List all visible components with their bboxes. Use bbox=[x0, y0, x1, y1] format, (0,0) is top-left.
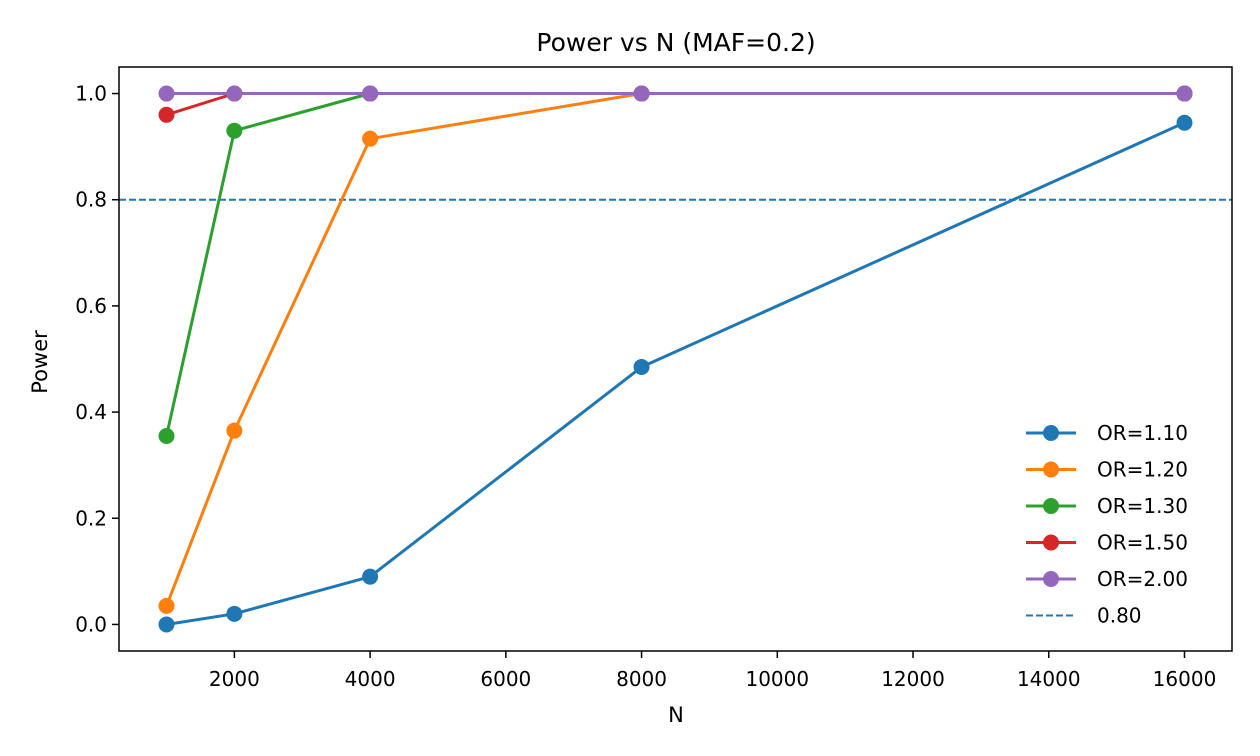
y-axis-label: Power bbox=[28, 330, 52, 394]
data-point bbox=[158, 85, 175, 102]
axis-ticks: 2000 4000 6000 8000 10000 12000 14000 16000 0.0 0… bbox=[75, 82, 1216, 691]
x-tick-label: 8000 bbox=[616, 667, 667, 691]
x-tick-label: 14000 bbox=[1017, 667, 1081, 691]
data-point bbox=[362, 85, 379, 102]
series-line-2 bbox=[165, 92, 1185, 437]
data-point bbox=[362, 130, 379, 147]
series-line-0 bbox=[166, 121, 1186, 626]
data-point bbox=[226, 85, 243, 102]
data-point bbox=[362, 568, 379, 585]
legend-marker bbox=[1043, 571, 1059, 587]
axes-frame bbox=[118, 66, 1233, 652]
series-line-1 bbox=[165, 92, 1185, 607]
y-tick-label: 0.6 bbox=[75, 294, 107, 318]
data-point bbox=[226, 605, 243, 622]
data-point bbox=[633, 85, 650, 102]
chart-title: Power vs N (MAF=0.2) bbox=[536, 28, 815, 57]
x-tick-label: 12000 bbox=[881, 667, 945, 691]
legend-label: OR=1.30 bbox=[1097, 494, 1188, 518]
legend: OR=1.10 OR=1.20 OR=1.30 OR=1.50 OR=2.00 0.80 bbox=[1026, 421, 1188, 628]
data-point bbox=[226, 422, 243, 439]
y-tick-label: 0.0 bbox=[75, 612, 107, 636]
data-point bbox=[633, 358, 650, 375]
legend-label: 0.80 bbox=[1097, 604, 1142, 628]
x-tick-label: 6000 bbox=[480, 667, 531, 691]
legend-marker bbox=[1043, 498, 1059, 514]
legend-marker bbox=[1043, 534, 1059, 551]
legend-label: OR=1.10 bbox=[1097, 421, 1188, 445]
data-point bbox=[158, 427, 175, 444]
y-tick-label: 1.0 bbox=[75, 82, 107, 106]
legend-marker bbox=[1043, 425, 1059, 441]
plot-area bbox=[118, 66, 1233, 652]
x-tick-label: 2000 bbox=[209, 667, 260, 691]
y-tick-label: 0.4 bbox=[75, 400, 107, 424]
legend-label: OR=1.50 bbox=[1097, 531, 1188, 555]
data-point bbox=[158, 106, 175, 123]
data-point bbox=[1176, 85, 1193, 102]
legend-label: OR=2.00 bbox=[1097, 567, 1188, 591]
x-tick-label: 10000 bbox=[745, 667, 809, 691]
data-point bbox=[158, 616, 175, 633]
data-point bbox=[226, 122, 243, 139]
legend-marker bbox=[1043, 461, 1059, 478]
legend-label: OR=1.20 bbox=[1097, 458, 1188, 482]
series-line-3 bbox=[166, 92, 1185, 117]
x-tick-label: 16000 bbox=[1153, 667, 1217, 691]
y-tick-label: 0.8 bbox=[75, 188, 107, 212]
data-point bbox=[158, 597, 175, 614]
data-point bbox=[1176, 114, 1193, 131]
y-tick-label: 0.2 bbox=[75, 506, 107, 530]
x-axis-label: N bbox=[668, 703, 684, 727]
x-tick-label: 4000 bbox=[345, 667, 396, 691]
